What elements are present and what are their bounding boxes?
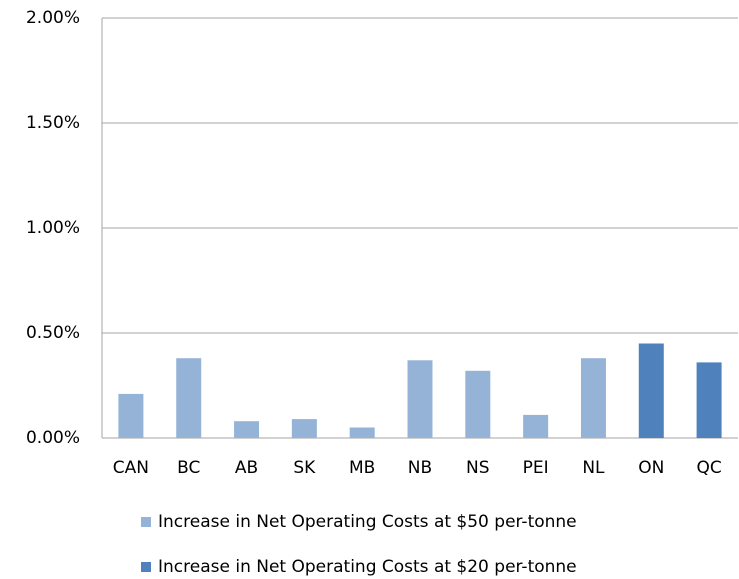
x-tick-label: PEI xyxy=(523,458,549,478)
x-tick-label: AB xyxy=(235,458,258,478)
legend-label: Increase in Net Operating Costs at $20 p… xyxy=(158,557,577,577)
bar xyxy=(465,370,491,438)
x-tick-label: BC xyxy=(177,458,200,478)
bar xyxy=(176,358,202,438)
x-tick-label: QC xyxy=(696,458,721,478)
legend-swatch xyxy=(141,517,151,527)
bar xyxy=(118,393,144,438)
legend-swatch xyxy=(141,562,151,572)
bar xyxy=(234,421,260,438)
bar xyxy=(523,414,549,438)
legend-label: Increase in Net Operating Costs at $50 p… xyxy=(158,512,577,532)
x-tick-label: MB xyxy=(349,458,375,478)
x-tick-label: ON xyxy=(638,458,664,478)
bar xyxy=(291,419,317,438)
x-tick-label: NS xyxy=(466,458,490,478)
bar xyxy=(407,360,433,438)
bar xyxy=(349,427,375,438)
y-tick-label: 2.00% xyxy=(26,8,80,28)
x-tick-label: NL xyxy=(582,458,605,478)
bar xyxy=(580,358,606,438)
y-tick-label: 0.00% xyxy=(26,428,80,448)
y-tick-label: 0.50% xyxy=(26,323,80,343)
y-tick-label: 1.00% xyxy=(26,218,80,238)
x-tick-label: CAN xyxy=(113,458,149,478)
x-tick-label: SK xyxy=(293,458,316,478)
bar xyxy=(638,343,664,438)
bar xyxy=(696,362,722,438)
x-tick-label: NB xyxy=(408,458,432,478)
y-tick-label: 1.50% xyxy=(26,113,80,133)
